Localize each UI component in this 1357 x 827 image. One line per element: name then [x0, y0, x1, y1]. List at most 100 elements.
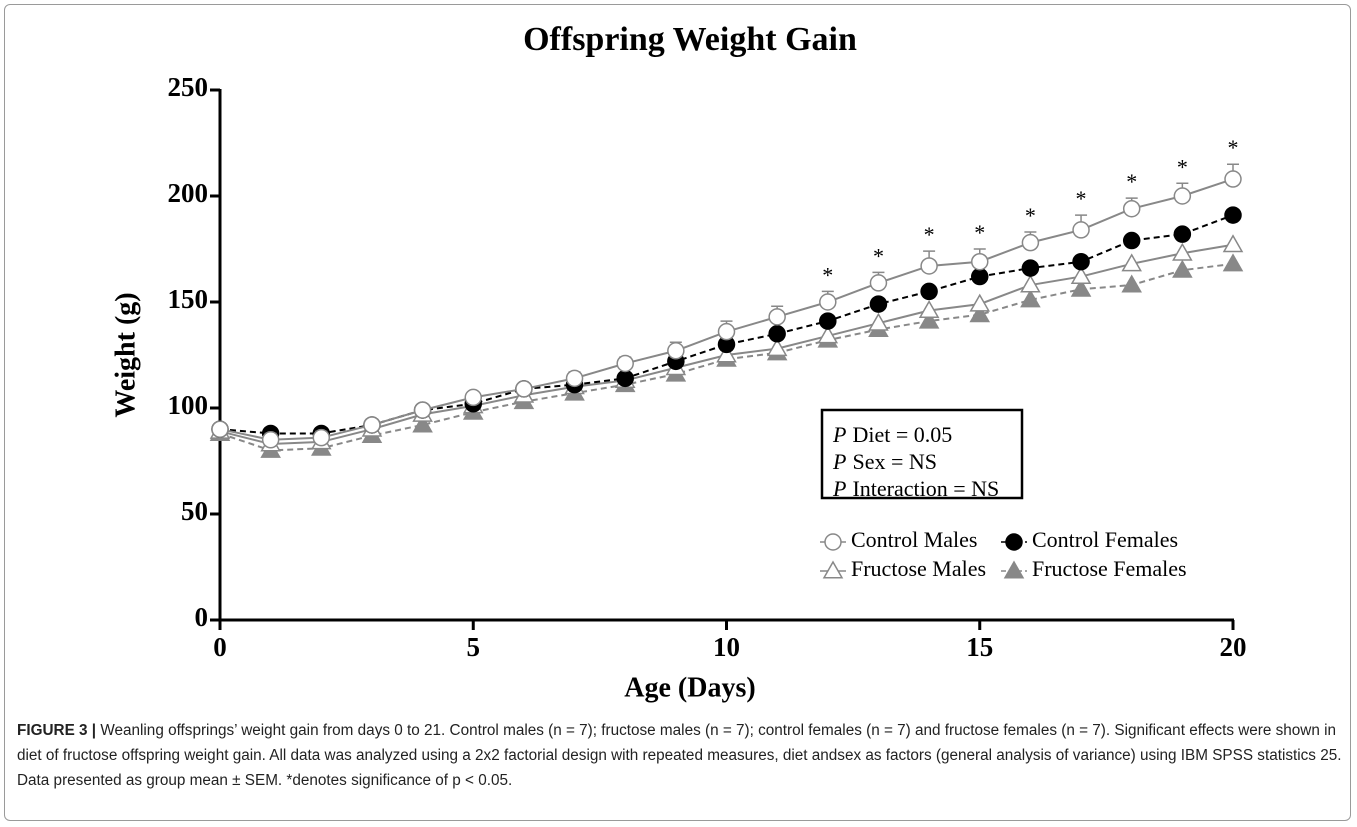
marker: [565, 369, 584, 388]
legend-label: Fructose Males: [851, 556, 986, 581]
marker: [1172, 242, 1193, 261]
marker: [1173, 187, 1192, 205]
marker: [363, 416, 381, 434]
chart: Offspring Weight Gain Age (Days) Weight …: [110, 21, 1247, 704]
x-tick-label: 5: [467, 632, 481, 662]
y-tick-label: 0: [195, 602, 209, 632]
marker: [918, 310, 940, 329]
legend-label: Fructose Females: [1032, 556, 1187, 581]
significance-marker: *: [924, 222, 935, 247]
marker: [464, 388, 482, 407]
marker: [1072, 252, 1090, 271]
stats-text: Interaction = NS: [852, 476, 999, 501]
marker: [1224, 206, 1242, 224]
marker: [1020, 289, 1041, 308]
marker: [920, 257, 938, 275]
marker: [768, 308, 786, 326]
series-line: [219, 262, 1234, 452]
marker: [1021, 259, 1040, 277]
stats-box: [820, 408, 1024, 500]
legend-label: Control Females: [1032, 527, 1178, 552]
stats-line: P Interaction = NS: [832, 476, 999, 501]
x-tick-label: 0: [213, 632, 227, 662]
x-tick-label: 15: [966, 632, 993, 662]
marker: [971, 267, 989, 286]
marker: [920, 282, 938, 301]
marker: [819, 293, 837, 311]
stats-italic: P: [832, 422, 846, 447]
x-tick-label: 10: [713, 632, 740, 662]
marker: [869, 274, 888, 292]
marker: [766, 338, 788, 357]
significance-marker: *: [1025, 203, 1036, 228]
stats-text: Diet = 0.05: [852, 422, 952, 447]
marker: [817, 325, 839, 344]
marker: [1172, 259, 1193, 278]
y-tick-label: 200: [168, 178, 209, 208]
series: [211, 163, 1242, 449]
figure-frame: [4, 4, 1351, 821]
significance-marker: *: [1177, 154, 1188, 179]
significance-marker: *: [1126, 169, 1137, 194]
legend-marker: [1003, 560, 1025, 579]
marker: [1121, 253, 1142, 272]
chart-title: Offspring Weight Gain: [523, 21, 857, 58]
marker: [1222, 253, 1244, 272]
stats-text: Sex = NS: [852, 449, 937, 474]
marker: [716, 344, 737, 363]
marker: [1173, 225, 1192, 243]
legend-marker: [1005, 533, 1023, 551]
marker: [1122, 231, 1141, 250]
marker: [869, 295, 888, 313]
marker: [211, 420, 229, 438]
marker: [971, 252, 989, 271]
x-axis-label: Age (Days): [624, 672, 755, 703]
marker: [1121, 274, 1142, 293]
y-tick-label: 250: [168, 72, 209, 102]
legend-marker: [822, 560, 844, 579]
marker: [1070, 278, 1092, 297]
stats-line: P Sex = NS: [832, 449, 937, 474]
significance-marker: *: [822, 262, 833, 287]
marker: [717, 322, 736, 341]
marker: [413, 401, 432, 419]
marker: [1072, 221, 1090, 239]
stats-italic: P: [832, 476, 846, 501]
marker: [412, 414, 433, 433]
y-axis-label: Weight (g): [110, 292, 141, 417]
marker: [515, 380, 533, 398]
legend-marker: [824, 533, 842, 551]
marker: [1020, 274, 1041, 293]
marker: [261, 431, 280, 449]
stats-italic: P: [832, 449, 846, 474]
marker: [667, 342, 685, 360]
y-tick-label: 100: [168, 390, 209, 420]
caption-label: FIGURE 3 |: [17, 722, 97, 739]
marker: [868, 312, 889, 331]
y-tick-label: 50: [181, 496, 208, 526]
marker: [969, 293, 991, 312]
legend-label: Control Males: [851, 527, 978, 552]
marker: [1070, 266, 1092, 285]
marker: [1122, 199, 1141, 218]
caption: FIGURE 3 | Weanling offsprings’ weight g…: [17, 718, 1342, 793]
significance-marker: *: [1228, 135, 1239, 160]
caption-text: Weanling offsprings’ weight gain from da…: [17, 722, 1342, 789]
significance-marker: *: [974, 220, 985, 245]
marker: [616, 354, 634, 373]
marker: [616, 369, 634, 388]
marker: [312, 428, 331, 447]
marker: [819, 312, 837, 330]
marker: [768, 325, 786, 343]
marker: [1222, 234, 1244, 253]
marker: [918, 299, 940, 318]
marker: [1224, 170, 1242, 188]
x-tick-label: 20: [1220, 632, 1247, 662]
significance-marker: *: [1076, 186, 1087, 211]
stats-line: P Diet = 0.05: [832, 422, 952, 447]
y-tick-label: 150: [168, 284, 209, 314]
marker: [969, 304, 991, 323]
significance-marker: *: [873, 243, 884, 268]
marker: [1021, 233, 1040, 252]
